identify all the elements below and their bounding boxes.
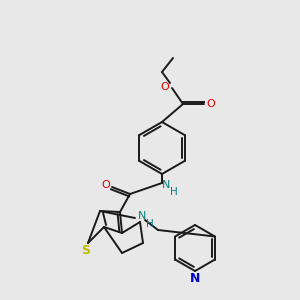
Text: O: O: [160, 82, 169, 92]
Text: H: H: [146, 219, 154, 229]
Text: N: N: [138, 211, 146, 221]
Text: S: S: [82, 244, 91, 257]
Text: N: N: [162, 180, 170, 190]
Text: N: N: [190, 272, 200, 284]
Text: O: O: [207, 99, 215, 109]
Text: O: O: [102, 180, 110, 190]
Text: H: H: [170, 187, 178, 197]
